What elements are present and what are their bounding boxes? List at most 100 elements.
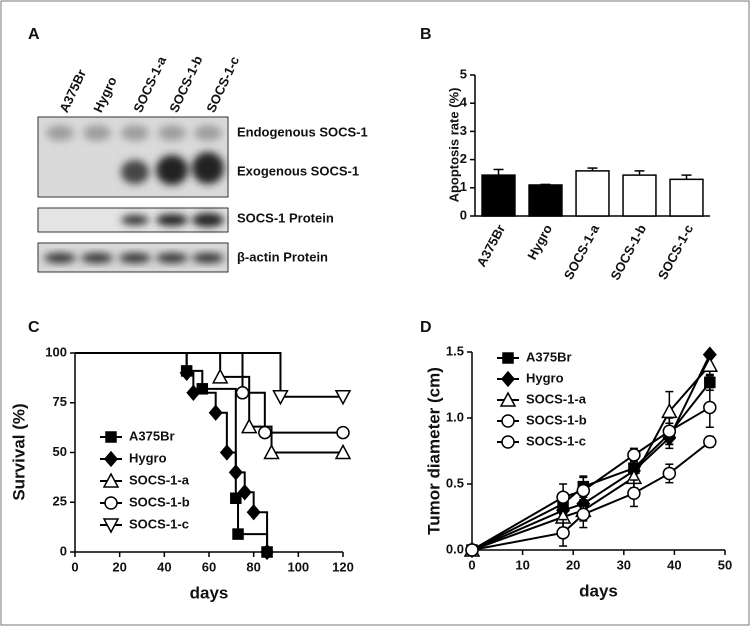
- legend-label: SOCS-1-b: [129, 494, 190, 509]
- marker: [186, 384, 201, 401]
- panel-label: D: [420, 319, 432, 336]
- x-tick-label: 0: [468, 557, 475, 572]
- panel-label: C: [28, 319, 40, 336]
- x-tick-label: 20: [112, 559, 126, 574]
- band-label: β-actin Protein: [237, 249, 328, 264]
- x-axis-label: days: [579, 581, 618, 600]
- y-tick-label: 25: [53, 494, 67, 509]
- legend-label: Hygro: [526, 370, 564, 385]
- legend-marker: [501, 435, 515, 449]
- y-axis-label: Tumor diameter (cm): [424, 367, 443, 535]
- legend-label: Hygro: [129, 450, 167, 465]
- legend-label: A375Br: [129, 428, 175, 443]
- marker: [576, 507, 591, 522]
- y-tick-label: 50: [53, 444, 67, 459]
- y-tick-label: 1.0: [446, 409, 464, 424]
- y-tick-label: 1: [460, 179, 467, 194]
- y-tick-label: 5: [460, 66, 467, 81]
- x-tick-label: 100: [287, 559, 309, 574]
- y-tick-label: 0: [460, 207, 467, 222]
- x-tick-label: 50: [718, 557, 732, 572]
- y-label-group: Tumor diameter (cm): [424, 367, 443, 535]
- legend-label: SOCS-1-a: [526, 391, 587, 406]
- y-tick-label: 2: [460, 151, 467, 166]
- x-tick-label: 60: [202, 559, 216, 574]
- marker: [556, 490, 570, 504]
- series-line: [75, 352, 343, 398]
- y-tick-label: 0: [60, 543, 67, 558]
- marker: [232, 528, 244, 540]
- marker: [208, 404, 223, 421]
- legend-label: SOCS-1-b: [526, 412, 587, 427]
- legend-marker: [502, 352, 514, 364]
- marker: [260, 543, 275, 561]
- panel-label: A: [28, 26, 40, 43]
- marker: [334, 443, 352, 460]
- y-tick-label: 75: [53, 394, 67, 409]
- legend-label: A375Br: [526, 349, 572, 364]
- band-label: SOCS-1 Protein: [237, 210, 334, 225]
- band-label: Endogenous SOCS-1: [237, 124, 368, 139]
- y-tick-label: 3: [460, 123, 467, 138]
- x-tick-label: 30: [617, 557, 631, 572]
- bar: [528, 184, 563, 217]
- legend-marker: [102, 518, 120, 534]
- x-tick-label: 40: [157, 559, 171, 574]
- marker: [179, 364, 194, 382]
- marker: [240, 418, 258, 434]
- legend-marker: [104, 496, 118, 510]
- x-axis-label: days: [190, 583, 229, 602]
- x-tick-label: 20: [566, 557, 580, 572]
- marker: [230, 492, 242, 505]
- y-label-group: Survival (%): [9, 403, 28, 500]
- marker: [627, 486, 641, 500]
- y-tick-label: 0.0: [446, 541, 464, 556]
- blot-image: [37, 116, 229, 273]
- marker: [662, 424, 677, 438]
- marker: [263, 443, 280, 460]
- series-line: [471, 364, 711, 551]
- marker: [703, 435, 717, 449]
- series-line: [471, 406, 711, 551]
- bar: [575, 170, 610, 217]
- marker: [334, 390, 352, 406]
- series-line: [471, 440, 711, 551]
- marker: [211, 368, 229, 384]
- legend-marker: [102, 472, 120, 488]
- legend-marker: [499, 391, 517, 407]
- marker: [196, 383, 209, 395]
- x-tick-label: 40: [667, 557, 681, 572]
- marker: [465, 543, 479, 557]
- marker: [704, 376, 716, 389]
- series-line: [471, 354, 711, 551]
- bar: [669, 178, 704, 217]
- x-tick-label: 80: [246, 559, 260, 574]
- y-tick-label: 0.5: [446, 475, 464, 490]
- legend-label: SOCS-1-c: [129, 516, 189, 531]
- legend-marker: [105, 431, 117, 443]
- marker: [246, 504, 261, 521]
- marker: [235, 386, 250, 400]
- legend-marker: [104, 450, 118, 468]
- marker: [576, 483, 591, 498]
- legend-marker: [501, 414, 515, 428]
- marker: [627, 448, 641, 462]
- marker: [219, 444, 234, 461]
- band-label: Exogenous SOCS-1: [237, 163, 359, 178]
- y-label-group: Apoptosis rate (%): [446, 88, 461, 203]
- y-tick-label: 1.5: [446, 343, 464, 358]
- marker: [258, 425, 272, 440]
- marker: [336, 425, 350, 440]
- marker: [703, 400, 717, 415]
- x-tick-label: 10: [515, 557, 529, 572]
- x-tick-label: 0: [71, 559, 78, 574]
- y-tick-label: 100: [45, 344, 67, 359]
- marker: [272, 390, 289, 406]
- panel-label: B: [420, 26, 432, 43]
- marker: [662, 466, 677, 481]
- marker: [701, 356, 719, 372]
- bar: [622, 174, 657, 217]
- x-tick-label: 120: [332, 559, 354, 574]
